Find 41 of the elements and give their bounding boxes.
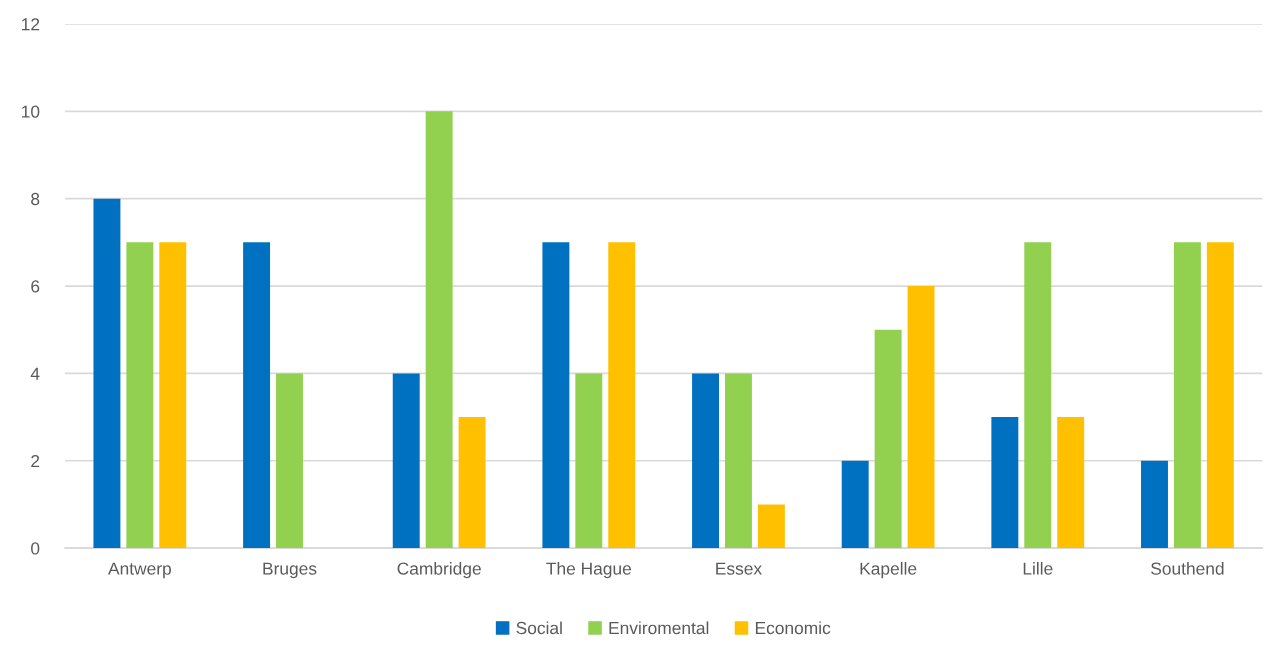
bar xyxy=(757,504,785,549)
bar xyxy=(575,373,603,549)
bar xyxy=(841,460,869,549)
y-tick-label: 6 xyxy=(31,280,40,293)
bar xyxy=(692,373,720,549)
x-tick-label: Southend xyxy=(1151,562,1224,575)
y-tick-label: 0 xyxy=(31,542,40,555)
legend-label: Enviromental xyxy=(609,621,709,635)
y-tick-label: 8 xyxy=(31,192,40,206)
x-tick-label: Cambridge xyxy=(397,562,481,579)
x-tick-label: Kapelle xyxy=(860,562,917,579)
bar xyxy=(243,242,271,549)
bar xyxy=(1206,242,1234,549)
bar xyxy=(907,286,935,549)
x-tick-label: Essex xyxy=(716,562,762,575)
legend-label: Economic xyxy=(755,621,831,635)
y-tick-label: 10 xyxy=(22,105,40,118)
bar xyxy=(392,373,420,549)
bar xyxy=(1057,417,1085,549)
bar xyxy=(276,373,303,549)
bar xyxy=(1024,242,1052,549)
legend-label: Social xyxy=(516,621,562,635)
y-tick-label: 2 xyxy=(31,454,40,468)
x-tick-label: Bruges xyxy=(263,562,317,579)
bar xyxy=(458,417,486,549)
x-tick-label: Lille xyxy=(1023,562,1053,575)
bar xyxy=(542,242,570,549)
bar xyxy=(1173,242,1201,549)
bar xyxy=(608,242,636,549)
bar xyxy=(1141,460,1168,549)
x-tick-label: Antwerp xyxy=(108,562,171,579)
bar xyxy=(425,111,453,549)
bar xyxy=(126,242,154,549)
x-tick-label: The Hague xyxy=(546,562,631,579)
bar xyxy=(725,373,752,549)
bar xyxy=(874,329,902,549)
bar xyxy=(159,242,187,549)
bar xyxy=(93,198,121,549)
bar xyxy=(991,417,1019,549)
y-tick-label: 12 xyxy=(22,18,40,31)
y-tick-label: 4 xyxy=(30,367,40,380)
